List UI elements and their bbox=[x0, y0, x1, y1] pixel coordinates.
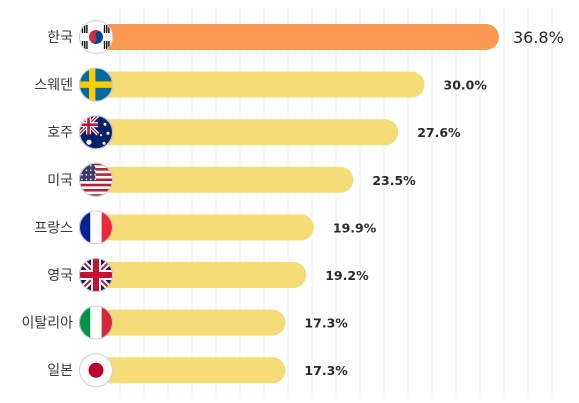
au-flag-icon bbox=[79, 115, 113, 150]
category-label: 호주 bbox=[47, 125, 73, 141]
grid-lines bbox=[119, 8, 553, 398]
value-label: 17.3% bbox=[304, 316, 348, 331]
fr-flag-icon bbox=[79, 210, 113, 245]
category-label: 일본 bbox=[47, 363, 73, 379]
value-label: 27.6% bbox=[417, 125, 461, 140]
it-flag-icon bbox=[79, 305, 113, 340]
se-flag-icon bbox=[79, 67, 113, 102]
category-label: 미국 bbox=[47, 173, 73, 189]
bars bbox=[96, 24, 499, 384]
category-label: 한국 bbox=[47, 30, 73, 46]
category-label: 스웨덴 bbox=[34, 78, 73, 94]
value-label: 23.5% bbox=[372, 173, 416, 188]
category-label: 프랑스 bbox=[34, 220, 73, 236]
value-labels: 36.8% 30.0% 27.6% 23.5% 19.9% 19.2% 17.3% 17.3% bbox=[304, 28, 563, 378]
bar bbox=[96, 262, 307, 288]
bar bbox=[96, 119, 399, 146]
jp-flag-icon bbox=[79, 353, 113, 388]
bar bbox=[96, 357, 286, 384]
value-label: 17.3% bbox=[304, 363, 348, 378]
category-label: 이탈리아 bbox=[21, 316, 73, 332]
value-label: 36.8% bbox=[513, 28, 564, 47]
category-label: 영국 bbox=[47, 268, 73, 284]
us-flag-icon bbox=[79, 162, 113, 197]
bar bbox=[96, 24, 499, 50]
gb-flag-icon bbox=[79, 258, 113, 292]
flags bbox=[79, 20, 113, 388]
bar bbox=[96, 166, 354, 193]
bar bbox=[96, 309, 286, 336]
bar bbox=[96, 71, 425, 98]
bar bbox=[96, 214, 314, 241]
kr-flag-icon bbox=[79, 20, 113, 54]
value-label: 30.0% bbox=[444, 78, 488, 93]
value-label: 19.9% bbox=[333, 220, 377, 235]
value-label: 19.2% bbox=[325, 268, 369, 283]
